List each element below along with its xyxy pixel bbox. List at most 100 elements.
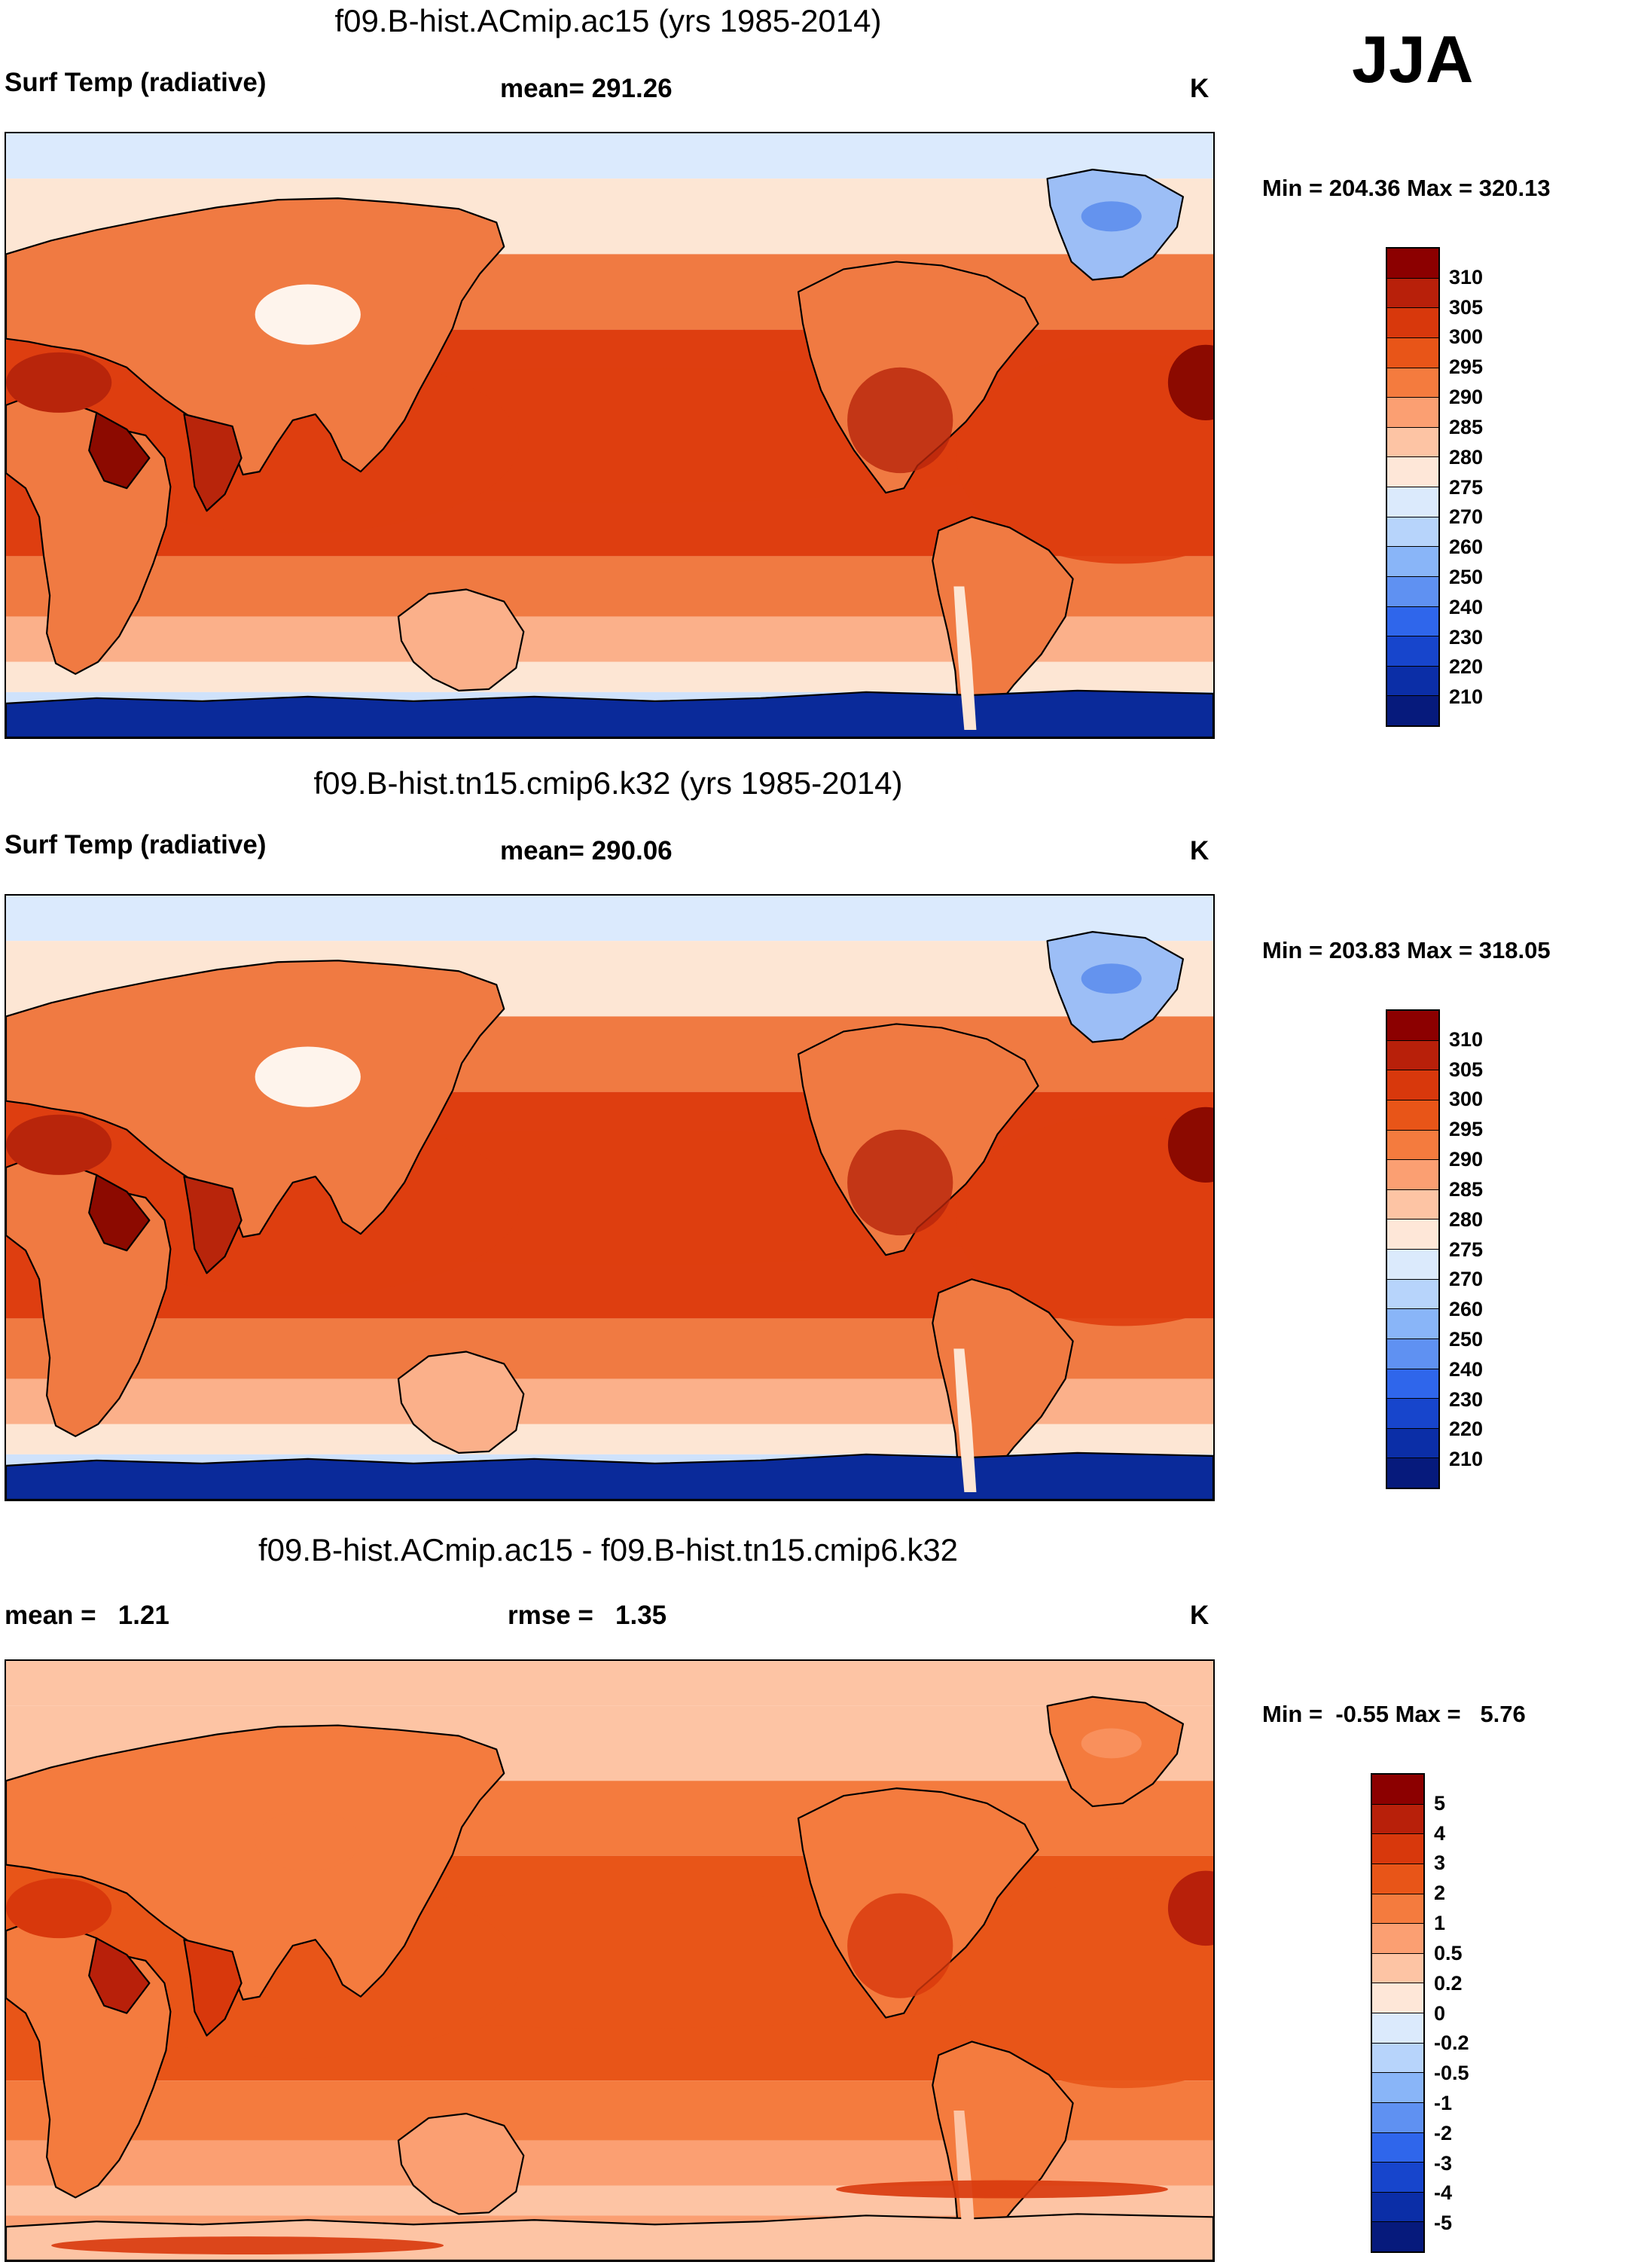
landmass-australia [397,588,525,691]
colorbar-swatch [1387,1189,1438,1219]
landmass-india [183,1939,243,2037]
colorbar-swatch [1372,2072,1423,2102]
colorbar-tick-label: -0.5 [1434,2062,1469,2085]
colorbar-swatch [1387,367,1438,398]
hot-spot [847,367,953,474]
colorbar-tick-label: 250 [1449,565,1484,588]
colorbar-tick-label: 230 [1449,625,1484,649]
panel-3-units: K [1190,1601,1210,1630]
warm-pool [956,1114,1213,1326]
colorbar-tick-label: 270 [1449,1268,1484,1291]
landmass-india [183,1175,243,1274]
colorbar-swatch [1387,1338,1438,1369]
colorbar-tick-label: 0.2 [1434,1971,1463,1995]
colorbar-swatch [1387,1398,1438,1428]
colorbar-swatch [1387,695,1438,725]
panel-3-minmax: Min = -0.55 Max = 5.76 [1262,1701,1526,1727]
colorbar-swatch [1372,1952,1423,1983]
colorbar-swatch [1387,426,1438,457]
colorbar-swatch [1387,1219,1438,1249]
colorbar-swatch [1387,1368,1438,1399]
colorbar-tick-label: -0.2 [1434,2031,1469,2055]
colorbar-tick-label: 5 [1434,1791,1446,1815]
colorbar-swatch [1372,1775,1423,1804]
colorbar-swatch [1372,1923,1423,1953]
panel-1-units: K [1190,74,1210,103]
panel-1-variable-label: Surf Temp (radiative) [5,68,267,97]
colorbar-swatch [1387,546,1438,576]
warm-pool [956,352,1213,564]
surface-temperature-field [6,896,1213,1500]
colorbar-tick-label: 220 [1449,655,1484,679]
colorbar-swatch [1387,1099,1438,1130]
panel-3-mean: mean = 1.21 [5,1601,169,1630]
colorbar-swatch [1387,1308,1438,1339]
colorbar-swatch [1387,1427,1438,1458]
latitude-band [6,1661,1213,1706]
colorbar-swatch [1372,2221,1423,2251]
colorbar-swatch [1387,575,1438,606]
colorbar-swatch [1372,1833,1423,1864]
plateau-cold-spot [255,284,361,345]
latitude-band [6,896,1213,942]
colorbar-tick-label: 305 [1449,1058,1484,1081]
colorbar-swatch [1387,1249,1438,1279]
colorbar-tick-label: -2 [1434,2121,1453,2144]
colorbar-tick-label: -1 [1434,2091,1453,2114]
panel-1-mean: mean= 291.26 [500,74,673,103]
landmass-antarctica [6,689,1213,737]
colorbar-swatch [1387,1129,1438,1160]
panel-3-map [5,1659,1215,2262]
hot-spot [847,1893,953,1998]
colorbar-tick-label: -4 [1434,2181,1453,2205]
landmass-australia [397,1351,525,1454]
colorbar-tick-label: 0.5 [1434,1941,1463,1964]
colorbar-swatch [1387,1011,1438,1040]
panel-1-colorbar [1386,247,1440,727]
panel-3-title: f09.B-hist.ACmip.ac15 - f09.B-hist.tn15.… [258,1532,959,1567]
colorbar-swatch [1372,2191,1423,2222]
colorbar-tick-label: 305 [1449,295,1484,319]
colorbar-swatch [1387,249,1438,278]
colorbar-tick-label: 210 [1449,1448,1484,1471]
andes-cool-strip [953,1348,977,1492]
landmass-arabia [88,411,151,490]
colorbar-tick-label: 280 [1449,445,1484,469]
andes-cool-strip [953,586,977,730]
colorbar-tick-label: -3 [1434,2151,1453,2175]
colorbar-swatch [1387,307,1438,337]
colorbar-tick-label: 3 [1434,1851,1446,1875]
colorbar-tick-label: 285 [1449,415,1484,438]
colorbar-tick-label: 295 [1449,1118,1484,1141]
colorbar-swatch [1387,1159,1438,1189]
hot-spot [6,1114,112,1175]
colorbar-tick-label: 310 [1449,1027,1484,1051]
colorbar-tick-label: 270 [1449,505,1484,529]
colorbar-swatch [1387,1070,1438,1100]
landmass-europeasia [6,960,505,1238]
colorbar-tick-label: 300 [1449,1088,1484,1111]
landmass-antarctica [6,1451,1213,1500]
colorbar-swatch [1387,487,1438,517]
panel-2-minmax: Min = 203.83 Max = 318.05 [1262,937,1551,963]
ice-sheet-core [1081,963,1142,994]
colorbar-swatch [1372,1983,1423,2013]
landmass-arabia [88,1937,151,2014]
ice-sheet-core [1081,1728,1142,1759]
season-label: JJA [1352,22,1474,96]
colorbar-tick-label: 2 [1434,1882,1446,1905]
panel-1-map [5,132,1215,739]
colorbar-swatch [1372,1803,1423,1834]
panel-3-rmse: rmse = 1.35 [508,1601,667,1630]
colorbar-tick-label: 210 [1449,685,1484,709]
panel-1-title: f09.B-hist.ACmip.ac15 (yrs 1985-2014) [334,3,882,38]
colorbar-swatch [1387,277,1438,308]
hot-spot [1167,1107,1213,1183]
colorbar-tick-label: 285 [1449,1177,1484,1201]
landmass-arabia [88,1174,151,1252]
colorbar-tick-label: 295 [1449,356,1484,379]
hot-spot [6,1878,112,1939]
colorbar-tick-label: 300 [1449,325,1484,349]
colorbar-tick-label: 290 [1449,1148,1484,1171]
panel-3-colorbar [1371,1773,1425,2253]
